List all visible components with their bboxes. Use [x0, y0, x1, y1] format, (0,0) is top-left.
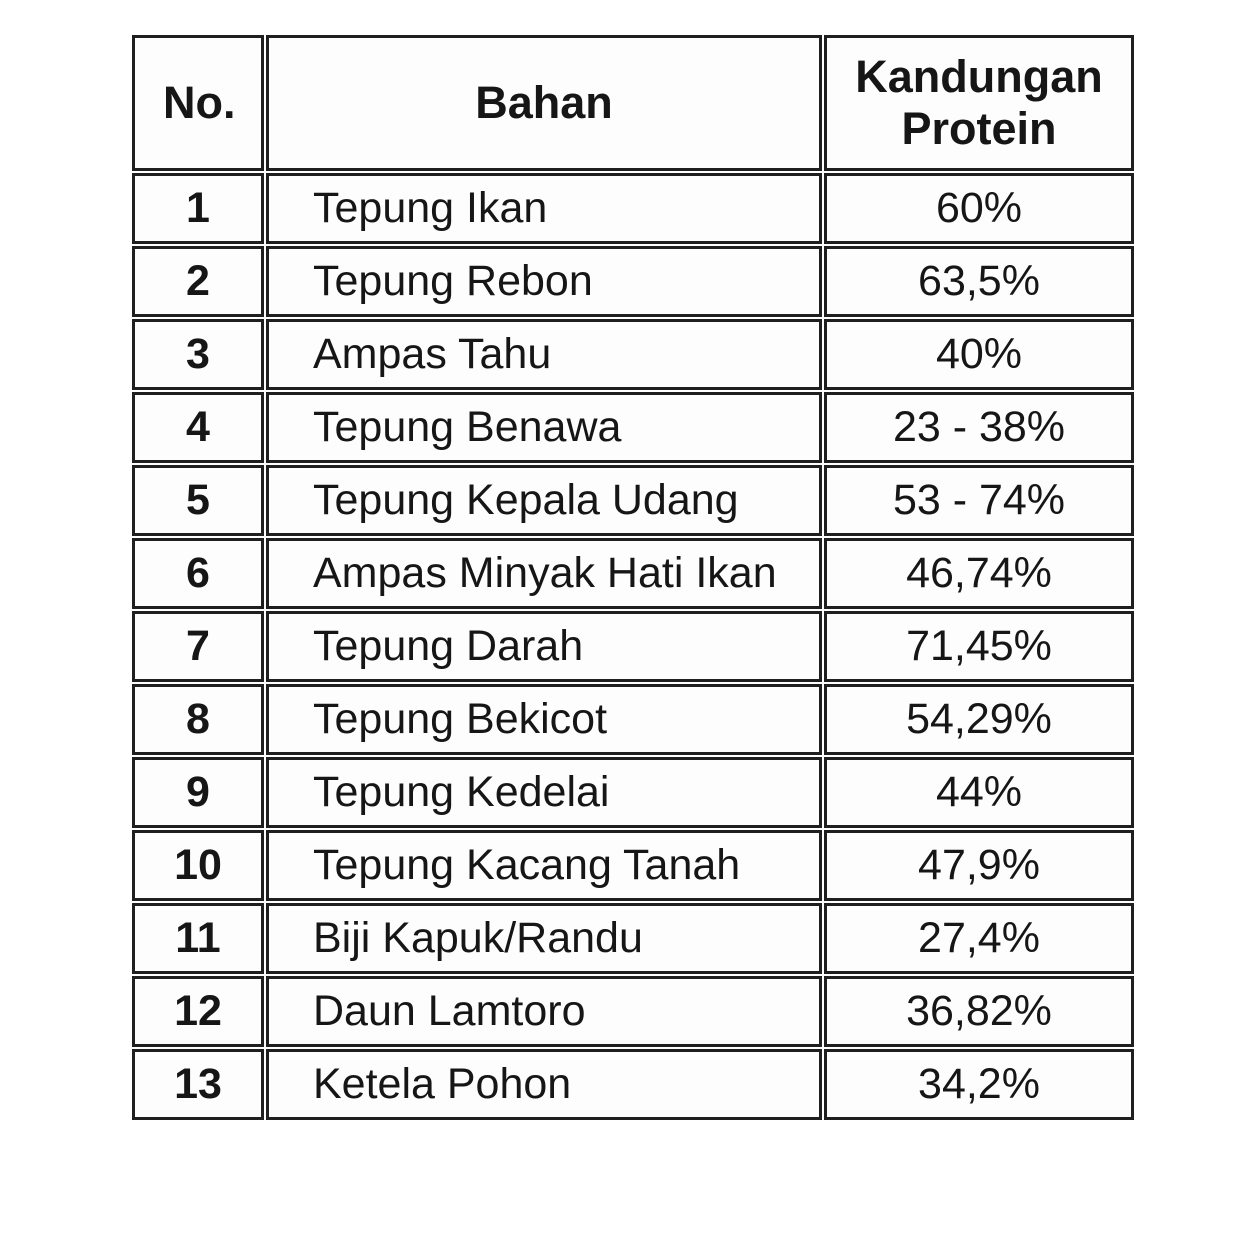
cell-no: 10: [132, 830, 264, 901]
cell-protein: 44%: [824, 757, 1134, 828]
table-row: 4 Tepung Benawa 23 - 38%: [132, 392, 1134, 463]
protein-content-table: No. Bahan Kandungan Protein 1 Tepung Ikan…: [130, 33, 1136, 1122]
cell-no: 2: [132, 246, 264, 317]
table: No. Bahan Kandungan Protein 1 Tepung Ikan…: [130, 33, 1136, 1122]
cell-protein: 36,82%: [824, 976, 1134, 1047]
cell-no: 9: [132, 757, 264, 828]
cell-bahan: Tepung Rebon: [266, 246, 822, 317]
cell-bahan: Tepung Darah: [266, 611, 822, 682]
cell-no: 5: [132, 465, 264, 536]
cell-bahan: Tepung Kacang Tanah: [266, 830, 822, 901]
cell-bahan: Ketela Pohon: [266, 1049, 822, 1120]
cell-protein: 60%: [824, 173, 1134, 244]
table-row: 5 Tepung Kepala Udang 53 - 74%: [132, 465, 1134, 536]
column-header-kandungan-protein: Kandungan Protein: [824, 35, 1134, 171]
cell-protein: 46,74%: [824, 538, 1134, 609]
table-row: 1 Tepung Ikan 60%: [132, 173, 1134, 244]
cell-no: 12: [132, 976, 264, 1047]
cell-bahan: Tepung Kedelai: [266, 757, 822, 828]
cell-protein: 34,2%: [824, 1049, 1134, 1120]
table-row: 2 Tepung Rebon 63,5%: [132, 246, 1134, 317]
cell-protein: 63,5%: [824, 246, 1134, 317]
table-row: 13 Ketela Pohon 34,2%: [132, 1049, 1134, 1120]
cell-protein: 40%: [824, 319, 1134, 390]
table-row: 12 Daun Lamtoro 36,82%: [132, 976, 1134, 1047]
cell-no: 3: [132, 319, 264, 390]
cell-protein: 53 - 74%: [824, 465, 1134, 536]
cell-no: 4: [132, 392, 264, 463]
column-header-no: No.: [132, 35, 264, 171]
table-header: No. Bahan Kandungan Protein: [132, 35, 1134, 171]
table-body: 1 Tepung Ikan 60% 2 Tepung Rebon 63,5% 3 Ampas …: [132, 173, 1134, 1120]
header-row: No. Bahan Kandungan Protein: [132, 35, 1134, 171]
cell-protein: 71,45%: [824, 611, 1134, 682]
cell-no: 1: [132, 173, 264, 244]
cell-no: 7: [132, 611, 264, 682]
table-row: 10 Tepung Kacang Tanah 47,9%: [132, 830, 1134, 901]
column-header-bahan: Bahan: [266, 35, 822, 171]
cell-bahan: Tepung Ikan: [266, 173, 822, 244]
table-row: 8 Tepung Bekicot 54,29%: [132, 684, 1134, 755]
cell-protein: 23 - 38%: [824, 392, 1134, 463]
table-row: 3 Ampas Tahu 40%: [132, 319, 1134, 390]
cell-bahan: Daun Lamtoro: [266, 976, 822, 1047]
cell-no: 13: [132, 1049, 264, 1120]
cell-protein: 47,9%: [824, 830, 1134, 901]
cell-protein: 54,29%: [824, 684, 1134, 755]
cell-bahan: Tepung Benawa: [266, 392, 822, 463]
cell-no: 8: [132, 684, 264, 755]
cell-no: 6: [132, 538, 264, 609]
cell-protein: 27,4%: [824, 903, 1134, 974]
cell-bahan: Ampas Minyak Hati Ikan: [266, 538, 822, 609]
cell-bahan: Ampas Tahu: [266, 319, 822, 390]
cell-no: 11: [132, 903, 264, 974]
table-row: 11 Biji Kapuk/Randu 27,4%: [132, 903, 1134, 974]
table-row: 6 Ampas Minyak Hati Ikan 46,74%: [132, 538, 1134, 609]
cell-bahan: Tepung Kepala Udang: [266, 465, 822, 536]
cell-bahan: Tepung Bekicot: [266, 684, 822, 755]
table-row: 9 Tepung Kedelai 44%: [132, 757, 1134, 828]
table-row: 7 Tepung Darah 71,45%: [132, 611, 1134, 682]
cell-bahan: Biji Kapuk/Randu: [266, 903, 822, 974]
